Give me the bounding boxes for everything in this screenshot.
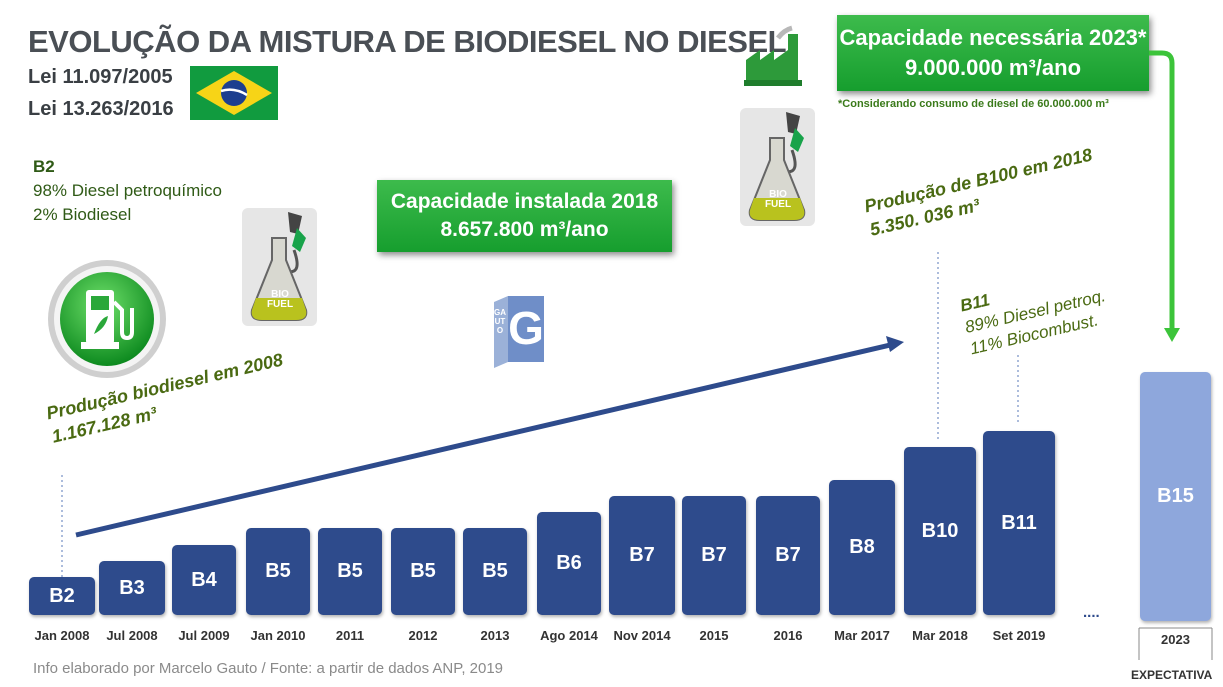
x-tick-label-2: Jul 2009: [178, 628, 230, 643]
gauto-logo: G GAUTO: [494, 296, 544, 368]
x-tick-label-0: Jan 2008: [34, 628, 90, 643]
x-tick-label-11: Mar 2017: [834, 628, 890, 643]
fuel-pump-button-icon: [46, 258, 168, 380]
x-tick-label-4: 2011: [335, 628, 365, 643]
capacity-2018-label: Capacidade instalada 2018: [390, 190, 659, 213]
x-tick-label-7: Ago 2014: [540, 628, 598, 643]
x-tick-label-3: Jan 2010: [250, 628, 306, 643]
b2-line1: 98% Diesel petroquímico: [33, 181, 222, 200]
bar-b6-7: B6: [537, 512, 601, 615]
bar-b7-8: B7: [609, 496, 675, 615]
bar-b10-12: B10: [904, 447, 976, 615]
x-tick-label-13: Set 2019: [992, 628, 1046, 643]
bar-b5-3: B5: [246, 528, 310, 615]
b2-info: B2 98% Diesel petroquímico 2% Biodiesel: [33, 155, 222, 227]
capacity-2018-box: Capacidade instalada 2018 8.657.800 m³/a…: [377, 180, 672, 252]
x-tick-label-10: 2016: [773, 628, 803, 643]
biofuel-nozzle-icon: BIO FUEL: [242, 208, 317, 326]
bar-b4-2: B4: [172, 545, 236, 615]
bar-b5-4: B5: [318, 528, 382, 615]
gauto-logo-letter: G: [508, 302, 544, 354]
capacity-2023-value: 9.000.000 m³/ano: [904, 55, 1082, 80]
x-tick-label-12: Mar 2018: [912, 628, 968, 643]
x-tick-label-5: 2012: [408, 628, 438, 643]
law-2: Lei 13.263/2016: [28, 98, 174, 120]
bar-b11-13: B11: [983, 431, 1055, 615]
biofuel-label: BIO FUEL: [266, 289, 294, 310]
capacity-connector-arrowhead: [1164, 328, 1180, 342]
bar-b15-14: B15: [1140, 372, 1211, 621]
biofuel-label-2: BIO FUEL: [764, 189, 792, 210]
capacity-connector-line: [1149, 50, 1175, 330]
capacity-2023-box: Capacidade necessária 2023* 9.000.000 m³…: [837, 15, 1149, 91]
ellipsis: ....: [1083, 604, 1100, 621]
bar-b5-5: B5: [391, 528, 455, 615]
capacity-2023-label: Capacidade necessária 2023*: [839, 25, 1147, 50]
x-tick-label-14: 2023: [1161, 632, 1190, 647]
bar-b3-1: B3: [99, 561, 165, 615]
x-tick-label-6: 2013: [480, 628, 510, 643]
x-tick-label-9: 2015: [699, 628, 729, 643]
b2-line2: 2% Biodiesel: [33, 205, 132, 224]
capacity-2023-note: *Considerando consumo de diesel de 60.00…: [838, 98, 1109, 110]
gauto-logo-text: GAUTO: [494, 308, 506, 335]
factory-icon: [742, 16, 804, 88]
growth-arrow-line: [75, 342, 891, 538]
expectativa-label: EXPECTATIVA: [1131, 668, 1213, 682]
bar-b5-6: B5: [463, 528, 527, 615]
bar-b7-9: B7: [682, 496, 746, 615]
bar-b2-0: B2: [29, 577, 95, 615]
b2-title: B2: [33, 157, 55, 176]
bar-b8-11: B8: [829, 480, 895, 615]
law-1: Lei 11.097/2005: [28, 66, 173, 88]
x-tick-label-1: Jul 2008: [106, 628, 158, 643]
brazil-flag-icon: [190, 66, 278, 120]
growth-arrowhead: [886, 336, 904, 352]
x-tick-label-8: Nov 2014: [613, 628, 671, 643]
footer-source: Info elaborado por Marcelo Gauto / Fonte…: [33, 660, 504, 677]
biofuel-nozzle-icon-2: BIO FUEL: [740, 108, 815, 226]
capacity-2018-value: 8.657.800 m³/ano: [440, 218, 609, 241]
bar-b7-10: B7: [756, 496, 820, 615]
page-title: EVOLUÇÃO DA MISTURA DE BIODIESEL NO DIES…: [28, 24, 787, 59]
